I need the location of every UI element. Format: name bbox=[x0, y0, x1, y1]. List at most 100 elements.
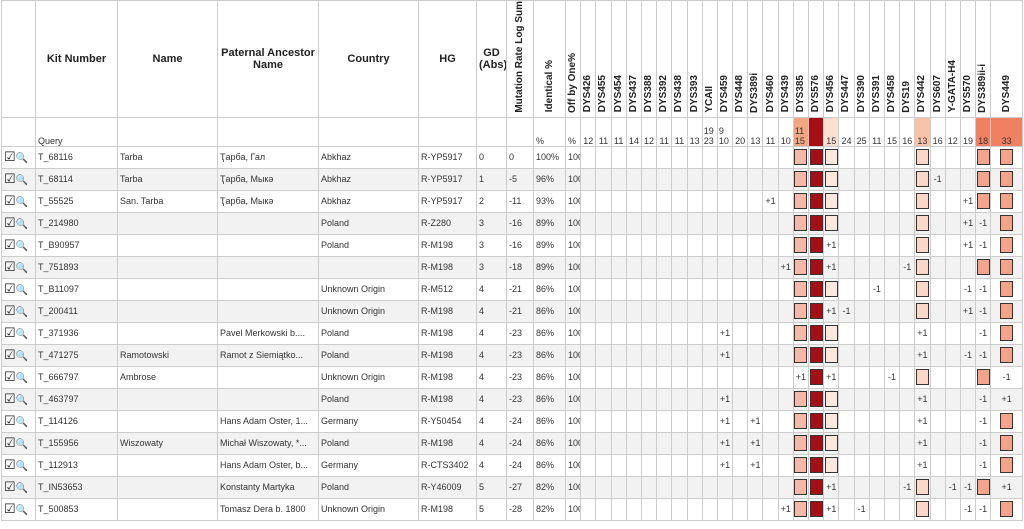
marker-label: DYS385 bbox=[794, 75, 806, 113]
marker-cell bbox=[610, 453, 627, 477]
cell-kit: T_666797 bbox=[35, 365, 118, 389]
marker-cell bbox=[610, 211, 627, 235]
marker-cell bbox=[823, 321, 840, 345]
search-icon[interactable]: 🔍 bbox=[15, 417, 29, 429]
marker-cell bbox=[868, 211, 885, 235]
cell-mut: -5 bbox=[506, 167, 534, 191]
search-icon[interactable]: 🔍 bbox=[15, 329, 29, 341]
search-icon[interactable]: 🔍 bbox=[15, 175, 29, 187]
marker-cell bbox=[838, 453, 855, 477]
search-icon[interactable]: 🔍 bbox=[15, 461, 29, 473]
marker-diff: +1 bbox=[719, 394, 731, 405]
marker-cell bbox=[990, 189, 1023, 213]
marker-cell bbox=[595, 497, 612, 521]
search-icon[interactable]: 🔍 bbox=[15, 263, 29, 275]
select-checkbox[interactable]: ☑ bbox=[4, 149, 16, 165]
marker-cell bbox=[701, 299, 718, 323]
search-icon[interactable]: 🔍 bbox=[15, 285, 29, 297]
select-checkbox[interactable]: ☑ bbox=[4, 237, 16, 253]
cell-kit: T_112913 bbox=[35, 453, 118, 477]
marker-diff: -1 bbox=[872, 284, 881, 295]
cell-gd: 1 bbox=[476, 167, 507, 191]
cell-kit: T_B11097 bbox=[35, 277, 118, 301]
select-checkbox[interactable]: ☑ bbox=[4, 259, 16, 275]
blank bbox=[506, 116, 534, 147]
select-checkbox[interactable]: ☑ bbox=[4, 281, 16, 297]
marker-cell bbox=[716, 233, 734, 257]
marker-label: DYS449 bbox=[1000, 75, 1012, 113]
search-icon[interactable]: 🔍 bbox=[15, 153, 29, 165]
cell-country: Poland bbox=[318, 211, 419, 235]
query-value: 16 bbox=[899, 116, 916, 147]
search-icon[interactable]: 🔍 bbox=[15, 197, 29, 209]
marker-cell bbox=[580, 409, 597, 433]
marker-label: DYS390 bbox=[855, 75, 867, 113]
select-checkbox[interactable]: ☑ bbox=[4, 171, 16, 187]
select-checkbox[interactable]: ☑ bbox=[4, 347, 16, 363]
search-icon[interactable]: 🔍 bbox=[15, 439, 29, 451]
cell-ancestor: Michał Wiszowaty, *... bbox=[217, 431, 319, 455]
marker-cell bbox=[686, 255, 703, 279]
cell-ident: 86% bbox=[533, 343, 566, 367]
select-checkbox[interactable]: ☑ bbox=[4, 193, 16, 209]
marker-cell bbox=[823, 277, 840, 301]
marker-cell bbox=[671, 409, 688, 433]
cell-off: 100% bbox=[564, 431, 582, 455]
query-value: 16 bbox=[929, 116, 946, 147]
cell-gd: 0 bbox=[476, 145, 507, 169]
marker-cell bbox=[914, 233, 931, 257]
marker-cell bbox=[777, 299, 794, 323]
marker-cell bbox=[732, 409, 749, 433]
marker-cell bbox=[595, 365, 612, 389]
search-icon[interactable]: 🔍 bbox=[15, 219, 29, 231]
query-value: 11 bbox=[595, 116, 612, 147]
marker-cell bbox=[853, 167, 870, 191]
marker-cell bbox=[671, 211, 688, 235]
marker-diff: +1 bbox=[917, 394, 928, 405]
marker-cell bbox=[853, 145, 870, 169]
marker-cell bbox=[792, 189, 810, 213]
search-icon[interactable]: 🔍 bbox=[15, 395, 29, 407]
marker-cell bbox=[595, 255, 612, 279]
select-checkbox[interactable]: ☑ bbox=[4, 501, 16, 517]
cell-kit: T_200411 bbox=[35, 299, 118, 323]
marker-cell bbox=[929, 387, 946, 411]
marker-cell bbox=[899, 343, 916, 367]
select-checkbox[interactable]: ☑ bbox=[4, 325, 16, 341]
select-checkbox[interactable]: ☑ bbox=[4, 435, 16, 451]
heat-box bbox=[794, 325, 808, 342]
select-checkbox[interactable]: ☑ bbox=[4, 479, 16, 495]
query-value: 24 bbox=[838, 116, 855, 147]
marker-cell bbox=[792, 431, 810, 455]
query-allele: 33 bbox=[1001, 135, 1012, 146]
search-icon[interactable]: 🔍 bbox=[15, 351, 29, 363]
heat-box bbox=[915, 259, 929, 276]
marker-cell bbox=[656, 321, 673, 345]
search-icon[interactable]: 🔍 bbox=[15, 373, 29, 385]
select-checkbox[interactable]: ☑ bbox=[4, 413, 16, 429]
marker-cell bbox=[747, 299, 764, 323]
cell-name bbox=[117, 255, 218, 279]
search-icon[interactable]: 🔍 bbox=[15, 307, 29, 319]
select-checkbox[interactable]: ☑ bbox=[4, 215, 16, 231]
marker-cell bbox=[762, 145, 779, 169]
select-checkbox[interactable]: ☑ bbox=[4, 457, 16, 473]
marker-cell bbox=[625, 233, 642, 257]
search-icon[interactable]: 🔍 bbox=[15, 241, 29, 253]
select-checkbox[interactable]: ☑ bbox=[4, 391, 16, 407]
marker-cell: -1 bbox=[975, 299, 992, 323]
cell-hg: R-Y46009 bbox=[418, 475, 477, 499]
cell-ident: 89% bbox=[533, 233, 566, 257]
search-icon[interactable]: 🔍 bbox=[15, 505, 29, 517]
marker-cell bbox=[838, 497, 855, 521]
select-checkbox[interactable]: ☑ bbox=[4, 303, 16, 319]
select-checkbox[interactable]: ☑ bbox=[4, 369, 16, 385]
heat-box bbox=[809, 237, 823, 254]
marker-cell bbox=[625, 431, 642, 455]
row-actions: ☑🔍 bbox=[1, 211, 36, 235]
marker-cell bbox=[823, 189, 840, 213]
cell-hg: R-CTS3402 bbox=[418, 453, 477, 477]
heat-box bbox=[1000, 435, 1014, 452]
search-icon[interactable]: 🔍 bbox=[15, 483, 29, 495]
